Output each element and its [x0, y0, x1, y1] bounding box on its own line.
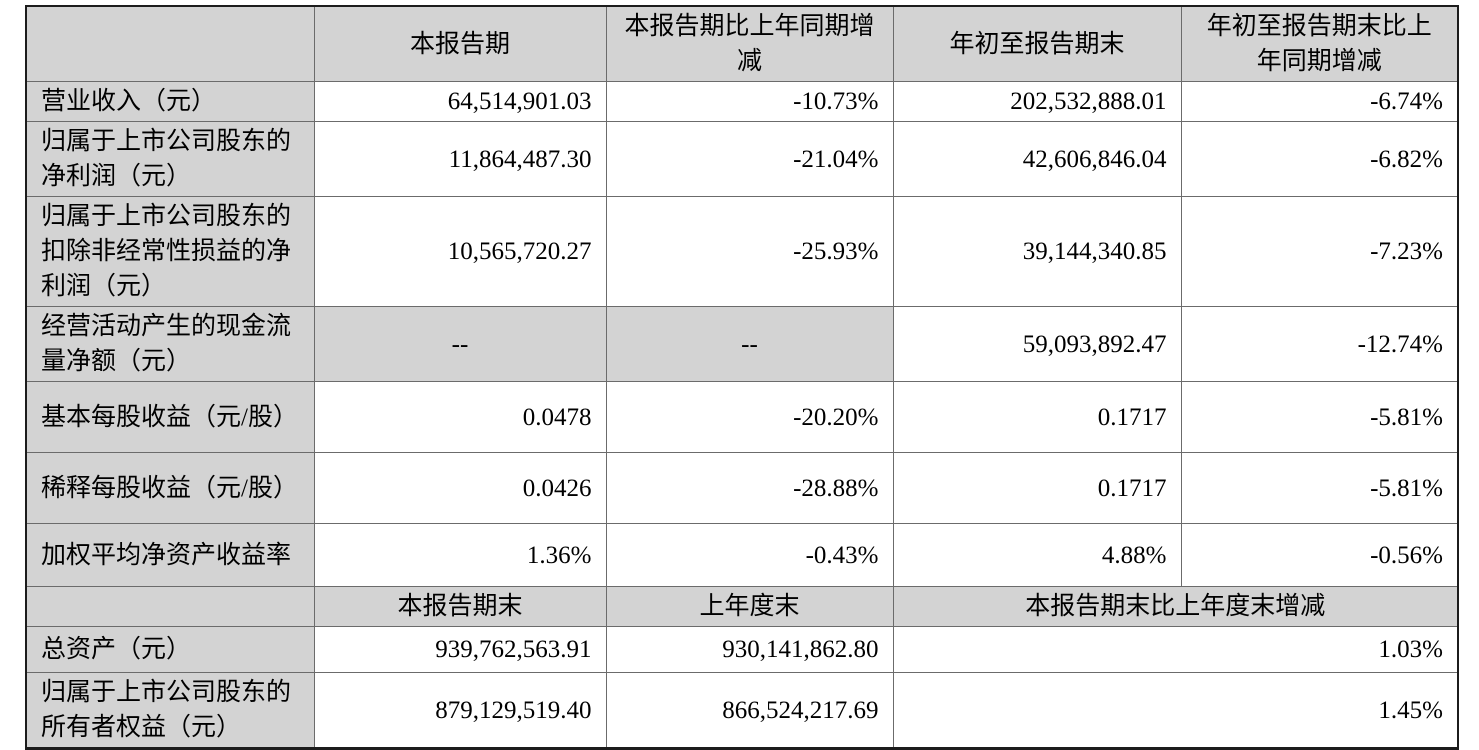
cell-period-end-change: 1.03% [892, 626, 1459, 673]
financial-summary-table: 本报告期 本报告期比上年同期增减 年初至报告期末 年初至报告期末比上年同期增减 … [25, 5, 1459, 750]
cell-period-end: 879,129,519.40 [313, 672, 607, 749]
row-label: 归属于上市公司股东的扣除非经常性损益的净利润（元） [25, 196, 315, 307]
financial-summary-section: 本报告期 本报告期比上年同期增减 年初至报告期末 年初至报告期末比上年同期增减 … [25, 5, 1459, 750]
table-row-total-assets: 总资产（元） 939,762,563.91 930,141,862.80 1.0… [25, 626, 1459, 673]
row-label: 总资产（元） [25, 626, 315, 673]
subheader-period-end: 本报告期末 [313, 586, 607, 627]
cell-current: 0.0478 [313, 381, 607, 453]
cell-ytd-change: -6.82% [1180, 121, 1459, 197]
cell-ytd-change: -7.23% [1180, 196, 1459, 307]
row-label: 经营活动产生的现金流量净额（元） [25, 306, 315, 382]
table-header-row: 本报告期 本报告期比上年同期增减 年初至报告期末 年初至报告期末比上年同期增减 [25, 5, 1459, 82]
row-label: 归属于上市公司股东的净利润（元） [25, 121, 315, 197]
table-row-net-profit-excl-nonrecurring: 归属于上市公司股东的扣除非经常性损益的净利润（元） 10,565,720.27 … [25, 196, 1459, 307]
cell-ytd: 39,144,340.85 [892, 196, 1182, 307]
cell-ytd-change: -12.74% [1180, 306, 1459, 382]
subheader-prior-year-end: 上年度末 [605, 586, 894, 627]
subheader-period-end-change: 本报告期末比上年度末增减 [892, 586, 1459, 627]
cell-current-change: -10.73% [605, 81, 894, 122]
cell-current-change: -0.43% [605, 523, 894, 587]
row-label: 基本每股收益（元/股） [25, 381, 315, 453]
row-label: 归属于上市公司股东的所有者权益（元） [25, 672, 315, 749]
cell-current: 10,565,720.27 [313, 196, 607, 307]
cell-current: 64,514,901.03 [313, 81, 607, 122]
cell-ytd: 42,606,846.04 [892, 121, 1182, 197]
table-subheader-row: 本报告期末 上年度末 本报告期末比上年度末增减 [25, 586, 1459, 627]
cell-current: 1.36% [313, 523, 607, 587]
cell-current: 11,864,487.30 [313, 121, 607, 197]
cell-ytd: 4.88% [892, 523, 1182, 587]
cell-prior-year-end: 866,524,217.69 [605, 672, 894, 749]
cell-ytd: 0.1717 [892, 452, 1182, 524]
cell-current-change: -21.04% [605, 121, 894, 197]
cell-period-end-change: 1.45% [892, 672, 1459, 749]
cell-current: 0.0426 [313, 452, 607, 524]
cell-current-change: -- [605, 306, 894, 382]
header-current-period-change: 本报告期比上年同期增减 [605, 5, 894, 82]
row-label: 加权平均净资产收益率 [25, 523, 315, 587]
header-ytd: 年初至报告期末 [892, 5, 1182, 82]
header-current-period: 本报告期 [313, 5, 607, 82]
cell-prior-year-end: 930,141,862.80 [605, 626, 894, 673]
corner-cell [25, 5, 315, 82]
cell-current-change: -25.93% [605, 196, 894, 307]
cell-ytd: 59,093,892.47 [892, 306, 1182, 382]
cell-current-change: -28.88% [605, 452, 894, 524]
subheader-corner-cell [25, 586, 315, 627]
cell-ytd-change: -0.56% [1180, 523, 1459, 587]
row-label: 营业收入（元） [25, 81, 315, 122]
row-label: 稀释每股收益（元/股） [25, 452, 315, 524]
table-row-diluted-eps: 稀释每股收益（元/股） 0.0426 -28.88% 0.1717 -5.81% [25, 452, 1459, 524]
cell-period-end: 939,762,563.91 [313, 626, 607, 673]
table-row-revenue: 营业收入（元） 64,514,901.03 -10.73% 202,532,88… [25, 81, 1459, 122]
cell-ytd: 202,532,888.01 [892, 81, 1182, 122]
table-row-owners-equity: 归属于上市公司股东的所有者权益（元） 879,129,519.40 866,52… [25, 672, 1459, 749]
table-row-operating-cash-flow: 经营活动产生的现金流量净额（元） -- -- 59,093,892.47 -12… [25, 306, 1459, 382]
cell-current-change: -20.20% [605, 381, 894, 453]
cell-current: -- [313, 306, 607, 382]
table-row-net-profit: 归属于上市公司股东的净利润（元） 11,864,487.30 -21.04% 4… [25, 121, 1459, 197]
cell-ytd: 0.1717 [892, 381, 1182, 453]
table-row-weighted-roe: 加权平均净资产收益率 1.36% -0.43% 4.88% -0.56% [25, 523, 1459, 587]
cell-ytd-change: -5.81% [1180, 381, 1459, 453]
header-ytd-change: 年初至报告期末比上年同期增减 [1180, 5, 1459, 82]
cell-ytd-change: -6.74% [1180, 81, 1459, 122]
cell-ytd-change: -5.81% [1180, 452, 1459, 524]
table-row-basic-eps: 基本每股收益（元/股） 0.0478 -20.20% 0.1717 -5.81% [25, 381, 1459, 453]
